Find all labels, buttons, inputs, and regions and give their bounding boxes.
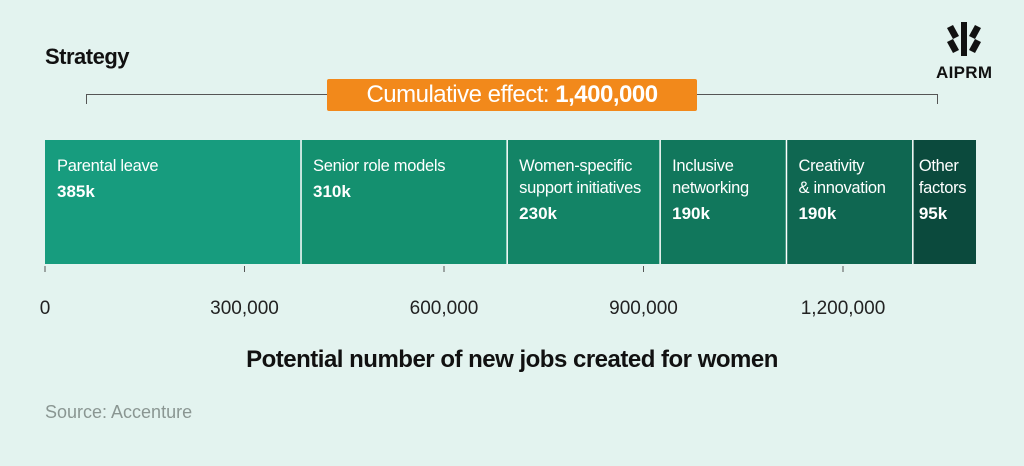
- logo-text: AIPRM: [936, 63, 993, 82]
- x-tick-label: 300,000: [210, 298, 279, 319]
- logo-icon: [947, 22, 981, 56]
- cumulative-label: Cumulative effect:: [366, 81, 556, 108]
- stacked-bar-chart: Parental leave 385k Senior role models 310k…: [40, 140, 976, 319]
- bar-segment-5: [912, 140, 976, 264]
- cumulative-badge: Cumulative effect: 1,400,000: [327, 79, 697, 111]
- x-axis-title: Potential number of new jobs created for…: [246, 346, 778, 373]
- segment-label: & innovation: [798, 179, 885, 197]
- segment-label: Creativity: [798, 157, 865, 175]
- segment-label: Women-specific: [519, 157, 632, 175]
- segment-value-label: 190k: [798, 204, 836, 223]
- segment-label: Senior role models: [313, 157, 445, 175]
- segment-label: Other: [919, 157, 960, 175]
- bar-segment-1: [301, 140, 508, 264]
- bar-segment-0: [45, 140, 302, 264]
- x-tick-label: 900,000: [609, 298, 678, 319]
- segment-label: support initiatives: [519, 179, 641, 197]
- bar-segment-2: [507, 140, 661, 264]
- bar-segment-4: [786, 140, 913, 264]
- segment-value-label: 95k: [919, 204, 948, 223]
- segment-label: Parental leave: [57, 157, 158, 175]
- x-tick-label: 600,000: [410, 298, 479, 319]
- segment-label: networking: [672, 179, 749, 197]
- segment-label: factors: [919, 179, 966, 197]
- segment-label: Inclusive: [672, 157, 734, 175]
- x-tick-label: 1,200,000: [801, 298, 886, 319]
- segment-value-label: 230k: [519, 204, 557, 223]
- source-note: Source: Accenture: [45, 402, 193, 422]
- segment-value-label: 385k: [57, 182, 95, 201]
- cumulative-value: 1,400,000: [555, 81, 658, 108]
- segment-value-label: 310k: [313, 182, 351, 201]
- chart-title: Strategy: [45, 44, 130, 69]
- bar-segment-3: [660, 140, 787, 264]
- x-tick-label: 0: [40, 298, 51, 319]
- segment-value-label: 190k: [672, 204, 710, 223]
- aiprm-logo: AIPRM: [936, 22, 992, 83]
